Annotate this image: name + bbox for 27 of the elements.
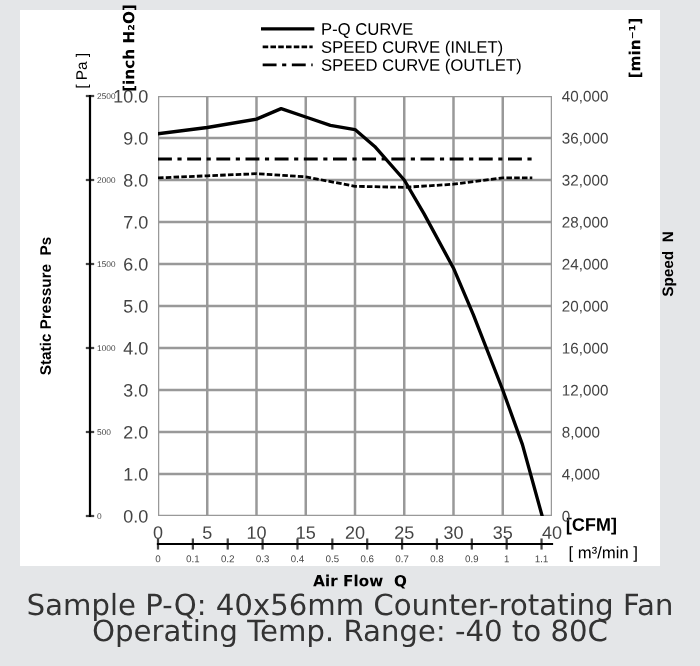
y-tick-label: 7.0 xyxy=(124,215,148,229)
y-tick-label: 10.0 xyxy=(114,89,148,103)
legend-label: P-Q CURVE xyxy=(322,23,413,38)
x2-axis-title: [ m³/min ] xyxy=(569,546,637,562)
y-tick-label: 5.0 xyxy=(123,299,148,313)
x-tick-label: 20 xyxy=(345,526,365,539)
x-tick-label: 0 xyxy=(153,526,163,539)
y-tick-label: 4.0 xyxy=(123,341,148,355)
line-series xyxy=(158,106,544,516)
x-tick-label: 10 xyxy=(247,526,266,539)
x-tick-label: 30 xyxy=(444,526,463,539)
x-axis-title: [CFM] xyxy=(566,517,616,535)
x-tick-label: 5 xyxy=(202,526,212,539)
legend-label: SPEED CURVE (INLET) xyxy=(321,40,503,57)
x-tick-label: 35 xyxy=(493,526,513,539)
x-tick-label: 25 xyxy=(395,526,414,539)
y-tick-label: 6.0 xyxy=(124,257,148,271)
x-tick-label: 40 xyxy=(542,526,562,539)
y-tick-label: 8.0 xyxy=(123,173,148,187)
y-tick-label: 2.0 xyxy=(124,425,148,439)
text: Sample P-Q: 40x56mm Counter-rotating Fan Operating Temp. Range: -40 to 80C xyxy=(28,592,671,648)
y-tick-label: 0.0 xyxy=(123,509,148,523)
x-tick-label: 15 xyxy=(297,526,316,539)
y-tick-label: 9.0 xyxy=(124,131,148,145)
y-tick-label: 3.0 xyxy=(123,383,148,397)
legend-label: SPEED CURVE (OUTLET) xyxy=(321,58,521,75)
y-tick-label: 1.0 xyxy=(124,467,148,481)
